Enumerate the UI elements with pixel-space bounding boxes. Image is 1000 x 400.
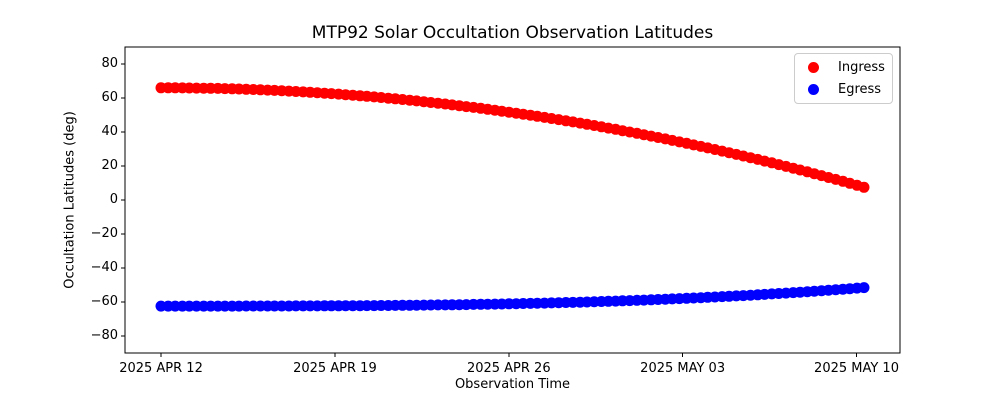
legend-marker-ingress-icon bbox=[808, 62, 819, 74]
y-tick-label: 80 bbox=[101, 56, 118, 71]
y-tick-label: −20 bbox=[90, 226, 118, 241]
y-tick-label: −80 bbox=[90, 328, 118, 343]
x-tick-label: 2025 APR 19 bbox=[293, 361, 377, 376]
x-tick-label: 2025 MAY 10 bbox=[814, 361, 899, 376]
y-tick-label: 0 bbox=[109, 192, 118, 207]
x-tick-label: 2025 APR 26 bbox=[466, 361, 551, 376]
legend-label-ingress: Ingress bbox=[838, 60, 885, 76]
y-tick-label: −40 bbox=[90, 260, 118, 275]
legend-item-egress: Egress bbox=[795, 82, 892, 97]
legend-item-ingress: Ingress bbox=[795, 60, 892, 75]
legend-marker-egress-icon bbox=[808, 83, 819, 95]
x-tick-label: 2025 APR 12 bbox=[119, 361, 203, 376]
x-tick-label: 2025 MAY 03 bbox=[640, 361, 726, 376]
x-axis-label: Observation Time bbox=[454, 377, 571, 392]
legend-label-egress: Egress bbox=[838, 81, 882, 97]
series-ingress bbox=[155, 82, 870, 193]
y-tick-label: 40 bbox=[101, 124, 118, 139]
chart-title: MTP92 Solar Occultation Observation Lati… bbox=[311, 23, 714, 43]
legend: Ingress Egress bbox=[794, 53, 893, 104]
y-tick-label: 20 bbox=[101, 158, 118, 173]
series-egress bbox=[155, 282, 870, 312]
y-tick-label: 60 bbox=[101, 90, 118, 105]
y-tick-label: −60 bbox=[90, 294, 118, 309]
